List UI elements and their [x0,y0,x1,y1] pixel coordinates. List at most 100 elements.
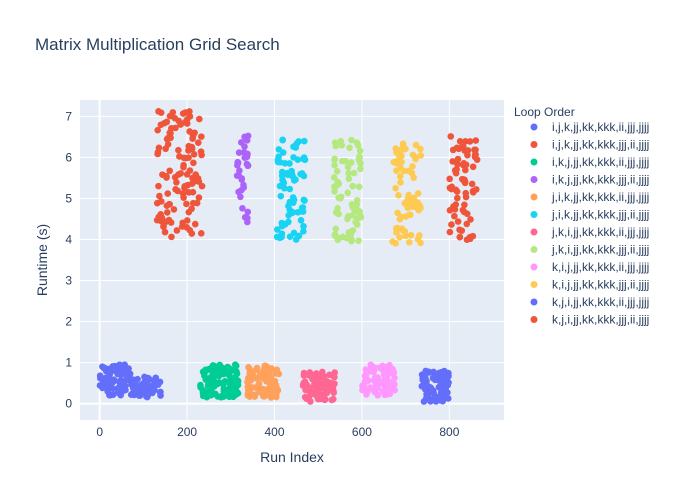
data-point [243,137,251,144]
data-point [312,384,320,392]
x-tick-label: 0 [96,425,103,439]
data-point [363,370,370,378]
legend-item[interactable]: i,k,j,jj,kk,kkk,jjj,ii,jjjj [530,173,650,187]
data-point [344,163,352,171]
data-point [462,138,469,145]
y-tick-labels: 0 1 2 3 4 5 6 7 [65,109,72,410]
data-point [244,150,251,158]
data-point [163,209,171,216]
data-point [239,205,246,212]
data-points [96,108,481,405]
data-point [153,216,161,224]
data-point [348,236,356,244]
data-point [163,172,170,180]
data-point [462,166,469,174]
data-point [290,177,298,184]
data-point [231,361,239,368]
data-point [395,191,402,199]
data-point [370,368,377,376]
legend-item[interactable]: j,k,i,jj,kk,kkk,ii,jjj,jjjj [530,225,650,239]
data-point [281,184,288,192]
data-point [433,393,441,401]
legend-marker [530,298,538,306]
legend-item[interactable]: i,k,j,jj,kk,kkk,ii,jjj,jjjj [530,155,650,169]
data-point [392,184,399,192]
data-point [314,378,321,385]
data-point [348,201,356,208]
data-point [274,158,282,166]
data-point [438,381,446,388]
data-point [415,206,423,214]
data-point [271,380,278,388]
data-point [234,161,241,169]
data-point [189,199,197,207]
chart-title: Matrix Multiplication Grid Search [35,35,280,54]
legend-label: k,j,i,jj,kk,kkk,ii,jjj,jjjj [552,295,649,309]
data-point [265,372,273,380]
data-point [135,392,143,399]
data-point [410,201,418,208]
data-point [171,174,179,181]
legend-item[interactable]: i,j,k,jj,kk,kkk,jjj,ii,jjjj [530,138,650,152]
legend-item[interactable]: k,i,j,jj,kk,kkk,ii,jjj,jjjj [530,260,650,274]
data-point [398,213,405,221]
data-point [325,386,332,394]
legend-item[interactable]: i,j,k,jj,kk,kkk,ii,jjj,jjjj [530,120,650,134]
legend-marker [530,316,538,323]
data-point [293,140,301,147]
legend-title: Loop Order [514,105,575,119]
data-point [472,137,480,144]
legend-item[interactable]: j,k,i,jj,kk,kkk,jjj,ii,jjjj [530,243,650,257]
data-point [329,395,337,403]
data-point [195,194,203,201]
data-point [444,395,452,402]
data-point [160,223,167,230]
data-point [331,380,338,388]
data-point [305,394,312,402]
data-point [472,151,479,158]
data-point [454,160,461,168]
data-point [349,212,356,219]
data-point [454,194,461,202]
legend-marker [530,263,538,271]
data-point [357,165,364,173]
data-point [249,384,257,391]
legend-marker [530,141,538,148]
data-point [334,204,341,212]
legend-item[interactable]: k,j,i,jj,kk,kkk,jjj,ii,jjjj [530,313,650,327]
data-point [333,168,341,175]
legend-item[interactable]: j,i,k,jj,kk,kkk,jjj,ii,jjjj [530,208,650,222]
data-point [207,373,215,381]
y-tick-label: 1 [65,356,72,370]
data-point [458,227,466,234]
data-point [317,395,325,403]
data-point [431,376,439,384]
y-tick-label: 7 [65,109,72,123]
data-point [235,171,242,179]
data-point [300,154,308,161]
data-point [445,372,452,380]
data-point [354,142,362,149]
data-point [392,145,400,152]
data-point [469,163,477,171]
data-point [399,140,407,148]
data-point [355,156,363,164]
legend-item[interactable]: j,i,k,jj,kk,kkk,ii,jjj,jjjj [530,190,650,204]
data-point [255,380,263,387]
data-point [164,190,172,197]
data-point [107,391,114,399]
data-point [232,382,239,390]
data-point [396,173,404,180]
data-point [183,200,190,208]
data-point [185,142,192,150]
legend-item[interactable]: k,j,i,jj,kk,kkk,ii,jjj,jjjj [530,295,650,309]
legend-item[interactable]: k,i,j,jj,kk,kkk,jjj,ii,jjjj [530,278,650,292]
data-point [462,189,470,197]
data-point [353,196,361,204]
data-point [198,151,205,159]
data-point [165,200,173,208]
data-point [418,371,426,378]
data-point [393,167,400,175]
legend: Loop Order i,j,k,jj,kk,kkk,ii,jjj,jjjj i,… [514,105,649,327]
legend-marker [530,193,538,201]
